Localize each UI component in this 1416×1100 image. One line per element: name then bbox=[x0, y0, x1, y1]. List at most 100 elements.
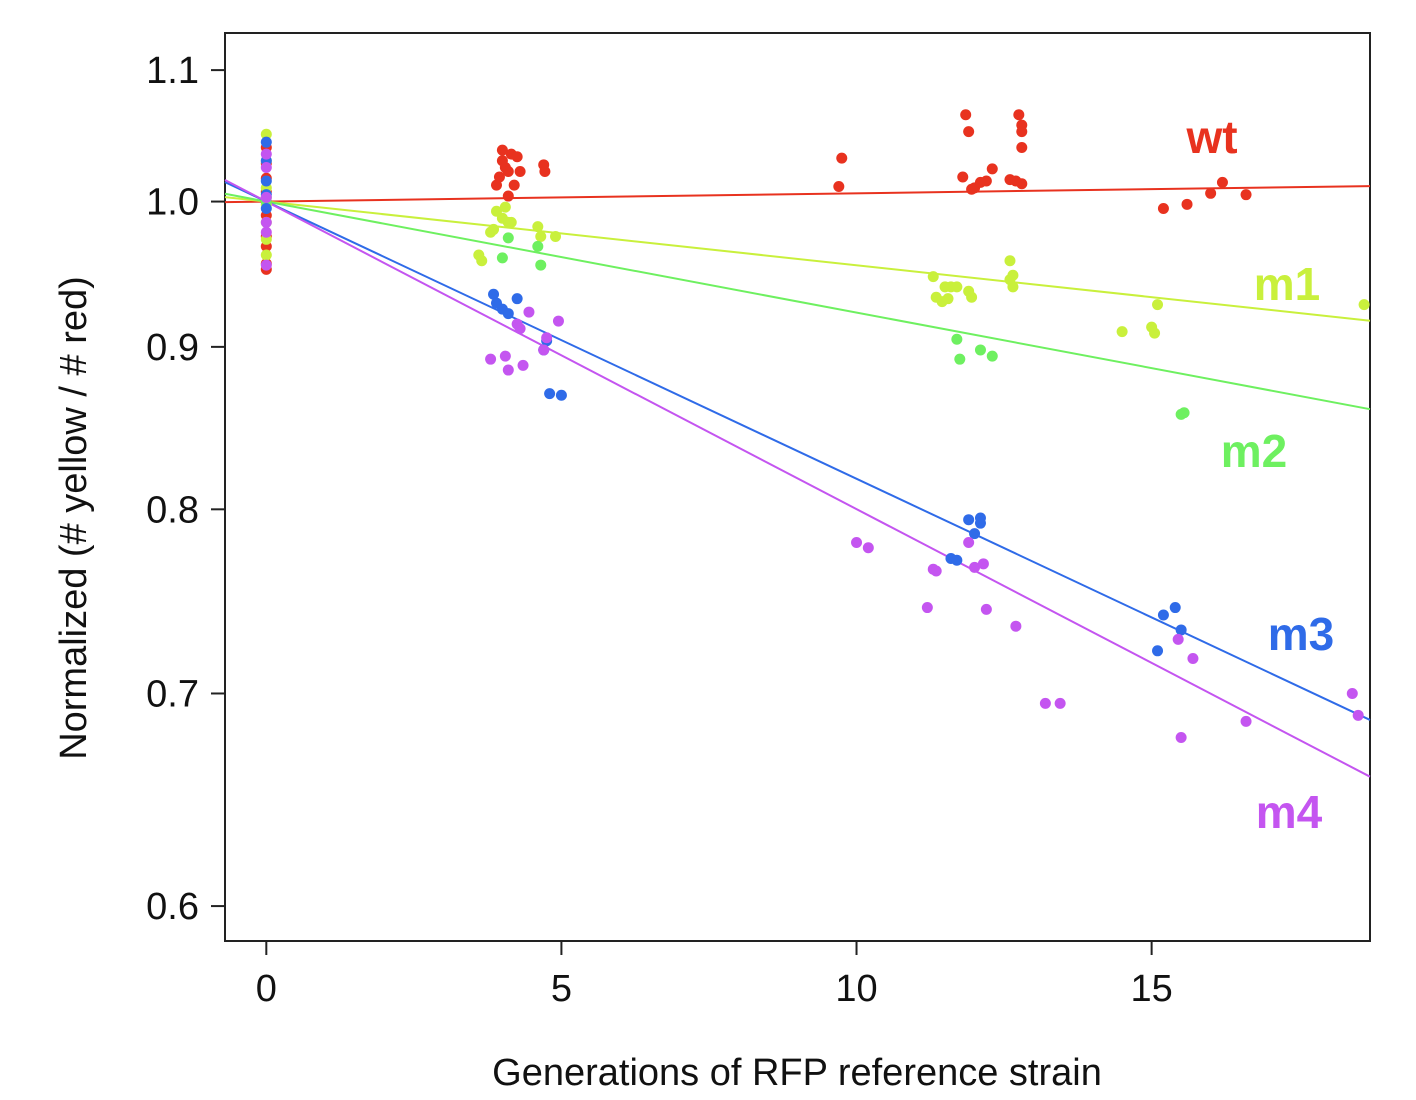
point-m2 bbox=[502, 232, 514, 244]
point-m1 bbox=[260, 249, 272, 261]
series-label-wt: wt bbox=[1185, 111, 1237, 163]
point-m3 bbox=[963, 514, 975, 526]
point-m4 bbox=[260, 226, 272, 238]
point-wt bbox=[986, 163, 998, 175]
data-points bbox=[260, 109, 1370, 744]
point-m1 bbox=[1004, 255, 1016, 267]
point-m4 bbox=[1346, 687, 1358, 699]
point-m1 bbox=[535, 230, 547, 242]
series-label-m3: m3 bbox=[1268, 608, 1334, 660]
point-wt bbox=[960, 109, 972, 121]
point-m3 bbox=[1169, 602, 1181, 614]
point-wt bbox=[493, 171, 505, 183]
point-m3 bbox=[502, 308, 514, 320]
fit-line-m4 bbox=[224, 179, 1371, 778]
point-m1 bbox=[927, 271, 939, 283]
point-wt bbox=[496, 144, 508, 156]
point-m4 bbox=[538, 344, 550, 356]
point-m4 bbox=[1039, 697, 1051, 709]
point-wt bbox=[1013, 109, 1025, 121]
point-m3 bbox=[1157, 609, 1169, 621]
point-wt bbox=[963, 126, 975, 138]
point-m1 bbox=[966, 291, 978, 303]
point-m3 bbox=[544, 388, 556, 400]
point-m2 bbox=[535, 259, 547, 271]
x-tick-label: 10 bbox=[835, 968, 877, 1010]
y-axis-title: Normalized (# yellow / # red) bbox=[53, 276, 95, 760]
point-wt bbox=[1240, 189, 1252, 201]
point-m2 bbox=[974, 344, 986, 356]
point-m4 bbox=[260, 259, 272, 271]
x-tick-label: 0 bbox=[256, 968, 277, 1010]
fit-line-m2 bbox=[224, 192, 1371, 411]
point-wt bbox=[511, 151, 523, 163]
point-m1 bbox=[260, 128, 272, 140]
point-m1 bbox=[505, 216, 517, 228]
x-tick-label: 15 bbox=[1130, 968, 1172, 1010]
point-m3 bbox=[260, 175, 272, 187]
point-wt bbox=[508, 179, 520, 191]
point-m4 bbox=[1054, 697, 1066, 709]
point-m3 bbox=[555, 389, 567, 401]
point-m2 bbox=[986, 350, 998, 362]
point-m3 bbox=[511, 293, 523, 305]
plot-frame bbox=[224, 32, 1371, 942]
fit-line-m1 bbox=[224, 196, 1371, 322]
point-m4 bbox=[1352, 709, 1364, 721]
point-m2 bbox=[954, 353, 966, 365]
point-m4 bbox=[930, 565, 942, 577]
y-axis: 0.6 0.7 0.8 0.9 1.0 1.1 bbox=[146, 50, 225, 928]
point-m4 bbox=[260, 148, 272, 160]
point-m4 bbox=[499, 350, 511, 362]
point-wt bbox=[1181, 198, 1193, 210]
series-labels: wt m1 m2 m3 m4 bbox=[1185, 111, 1334, 838]
point-m3 bbox=[488, 288, 500, 300]
point-m1 bbox=[488, 223, 500, 235]
point-m4 bbox=[977, 558, 989, 570]
point-m4 bbox=[1240, 715, 1252, 727]
y-tick-label: 1.0 bbox=[146, 182, 199, 224]
point-m4 bbox=[1172, 633, 1184, 645]
point-wt bbox=[1016, 126, 1028, 138]
y-tick-label: 0.7 bbox=[146, 673, 199, 715]
point-wt bbox=[1216, 176, 1228, 188]
point-m4 bbox=[963, 536, 975, 548]
point-wt bbox=[514, 166, 526, 178]
point-m3 bbox=[969, 528, 981, 540]
point-m4 bbox=[862, 542, 874, 554]
point-m4 bbox=[1187, 652, 1199, 664]
point-m1 bbox=[1358, 299, 1370, 311]
point-m1 bbox=[1149, 327, 1161, 339]
point-wt bbox=[1016, 141, 1028, 153]
point-wt bbox=[1157, 202, 1169, 214]
y-tick-label: 0.8 bbox=[146, 489, 199, 531]
point-wt bbox=[836, 152, 848, 164]
fit-lines bbox=[224, 179, 1371, 778]
point-m1 bbox=[1116, 326, 1128, 338]
series-label-m1: m1 bbox=[1254, 258, 1320, 310]
point-m1 bbox=[499, 201, 511, 213]
x-tick-label: 5 bbox=[551, 968, 572, 1010]
point-m4 bbox=[851, 536, 863, 548]
point-m4 bbox=[969, 561, 981, 573]
point-wt bbox=[502, 166, 514, 178]
point-m1 bbox=[532, 221, 544, 233]
point-wt bbox=[833, 180, 845, 192]
point-m3 bbox=[951, 554, 963, 566]
point-wt bbox=[502, 190, 514, 202]
point-m2 bbox=[1178, 407, 1190, 419]
point-m4 bbox=[514, 323, 526, 335]
point-m1 bbox=[1152, 299, 1164, 311]
point-m1 bbox=[1007, 281, 1019, 293]
point-m1 bbox=[1007, 269, 1019, 281]
point-m4 bbox=[1010, 620, 1022, 632]
point-m4 bbox=[980, 603, 992, 615]
point-m1 bbox=[476, 255, 488, 267]
series-label-m4: m4 bbox=[1256, 786, 1323, 838]
y-tick-label: 0.9 bbox=[146, 327, 199, 369]
point-m4 bbox=[517, 359, 529, 371]
point-m4 bbox=[1175, 732, 1187, 744]
point-m4 bbox=[541, 332, 553, 344]
y-tick-label: 0.6 bbox=[146, 886, 199, 928]
